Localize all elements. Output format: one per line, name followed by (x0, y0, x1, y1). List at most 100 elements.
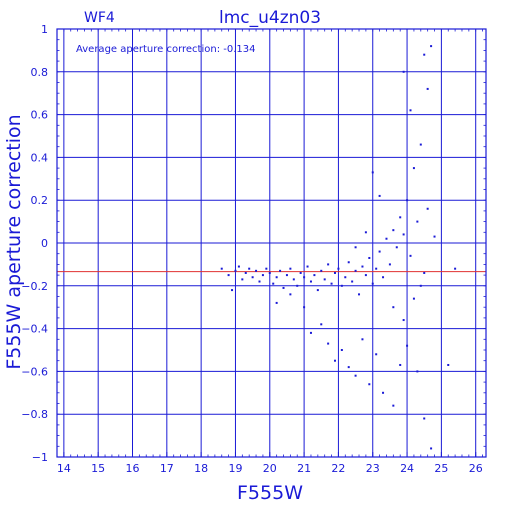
x-tick-label: 16 (126, 462, 140, 475)
y-tick-label: 0.6 (31, 109, 49, 122)
data-point (241, 278, 244, 281)
y-axis-label: F555W aperture correction (3, 114, 25, 369)
data-point (399, 363, 402, 366)
data-point (309, 331, 312, 334)
data-point (406, 344, 409, 347)
data-point (330, 282, 333, 285)
x-tick-label: 15 (91, 462, 105, 475)
x-tick-label: 17 (160, 462, 174, 475)
y-tick-label: −0.6 (21, 365, 48, 378)
data-point (316, 289, 319, 292)
data-point (337, 267, 340, 270)
data-point (388, 263, 391, 266)
data-point (261, 274, 264, 277)
data-point (327, 263, 330, 266)
data-point (402, 233, 405, 236)
data-point (371, 282, 374, 285)
data-point (406, 199, 409, 202)
data-point (248, 267, 251, 270)
x-tick-label: 14 (57, 462, 71, 475)
data-point (402, 70, 405, 73)
data-point (292, 278, 295, 281)
chart-title: lmc_u4zn03 (219, 8, 321, 28)
data-point (299, 271, 302, 274)
data-point (412, 167, 415, 170)
data-point (430, 45, 433, 48)
data-point (426, 87, 429, 90)
data-point (275, 301, 278, 304)
data-point (320, 269, 323, 272)
data-point (364, 231, 367, 234)
grid (57, 29, 486, 457)
data-point (354, 374, 357, 377)
data-point (454, 267, 457, 270)
average-correction-annotation: Average aperture correction: -0.134 (76, 44, 256, 55)
data-point (375, 353, 378, 356)
data-point (409, 109, 412, 112)
data-points (220, 45, 457, 450)
data-point (306, 265, 309, 268)
data-point (433, 235, 436, 238)
x-axis-label: F555W (237, 482, 303, 504)
data-point (234, 269, 237, 272)
data-point (340, 284, 343, 287)
data-point (258, 280, 261, 283)
data-point (265, 267, 268, 270)
data-point (419, 143, 422, 146)
x-tick-label: 18 (194, 462, 208, 475)
data-point (344, 276, 347, 279)
data-point (430, 447, 433, 450)
data-point (423, 271, 426, 274)
data-point (392, 404, 395, 407)
data-point (296, 284, 299, 287)
data-point (279, 269, 282, 272)
data-point (447, 363, 450, 366)
data-point (364, 274, 367, 277)
data-point (368, 383, 371, 386)
y-tick-label: 0.8 (31, 66, 49, 79)
data-point (382, 276, 385, 279)
data-point (378, 250, 381, 253)
data-point (395, 246, 398, 249)
data-point (354, 246, 357, 249)
x-tick-label: 25 (434, 462, 448, 475)
data-point (289, 293, 292, 296)
data-point (347, 261, 350, 264)
x-tick-label: 21 (297, 462, 311, 475)
data-point (399, 216, 402, 219)
data-point (361, 338, 364, 341)
y-tick-label: −0.4 (21, 323, 48, 336)
data-point (275, 276, 278, 279)
data-point (313, 274, 316, 277)
data-point (303, 276, 306, 279)
data-point (282, 286, 285, 289)
data-point (354, 269, 357, 272)
data-point (220, 267, 223, 270)
data-point (423, 53, 426, 56)
data-point (423, 417, 426, 420)
data-point (412, 297, 415, 300)
data-point (333, 359, 336, 362)
data-point (327, 342, 330, 345)
data-point (361, 265, 364, 268)
data-point (402, 319, 405, 322)
data-point (409, 254, 412, 257)
data-point (351, 280, 354, 283)
y-tick-label: 0.4 (31, 151, 49, 164)
y-tick-label: 0 (41, 237, 48, 250)
y-tick-label: 0.2 (31, 194, 49, 207)
data-point (268, 271, 271, 274)
data-point (382, 391, 385, 394)
data-point (426, 207, 429, 210)
data-point (255, 269, 258, 272)
data-point (285, 274, 288, 277)
data-point (320, 323, 323, 326)
data-point (375, 267, 378, 270)
y-tick-label: −0.2 (21, 280, 48, 293)
x-tick-label: 22 (331, 462, 345, 475)
data-point (251, 276, 254, 279)
data-point (333, 271, 336, 274)
data-point (340, 349, 343, 351)
data-point (419, 284, 422, 287)
x-tick-label: 20 (263, 462, 277, 475)
